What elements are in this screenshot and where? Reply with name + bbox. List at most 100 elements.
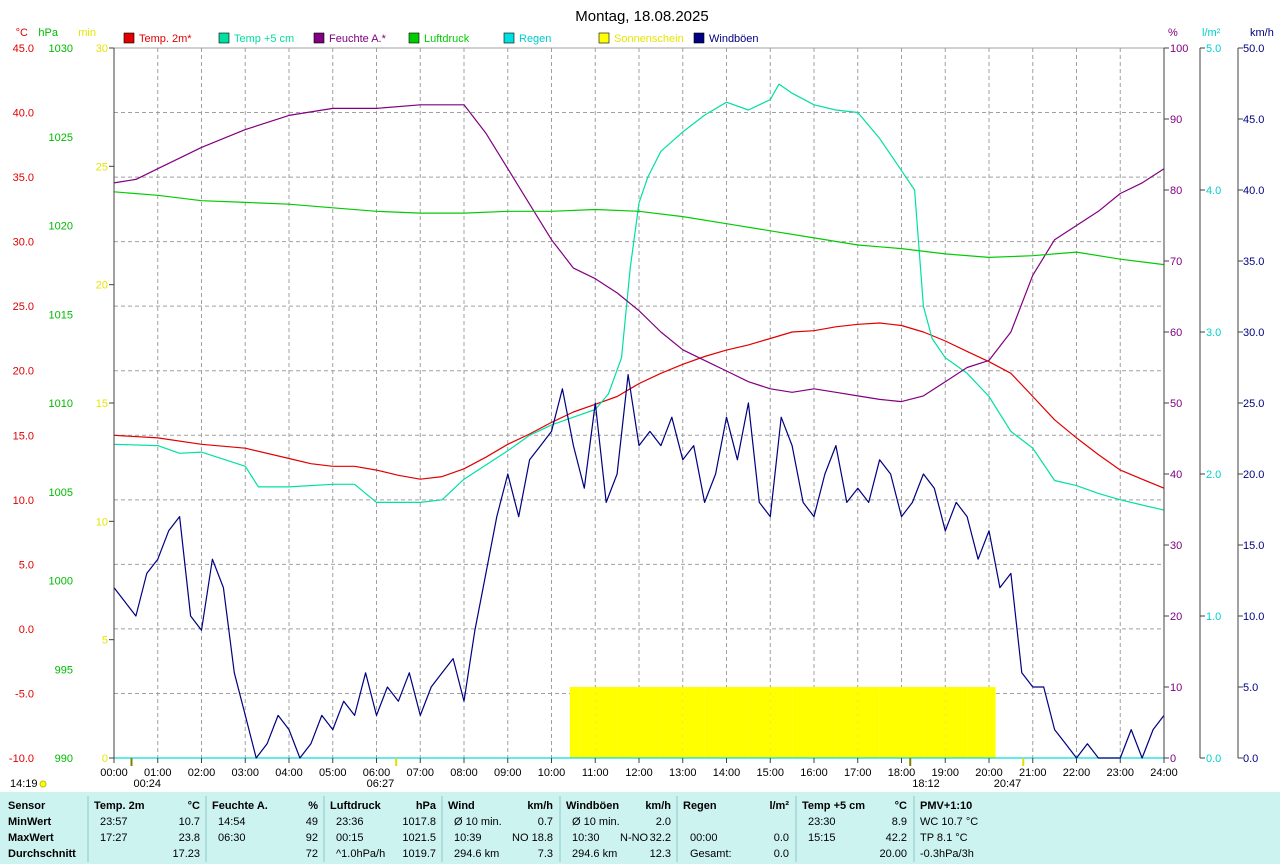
legend-label: Sonnenschein	[614, 33, 684, 45]
sun-duration-label: 14:19	[10, 778, 38, 790]
sunshine-bar	[967, 687, 985, 758]
sunshine-bar	[770, 687, 793, 758]
time-tick-label: 13:00	[669, 767, 697, 779]
stats-cell-value: 92	[306, 832, 318, 844]
stats-header: Temp +5 cm	[802, 800, 865, 812]
sun-tick-label: 30	[96, 43, 108, 55]
sunshine-bar	[639, 687, 661, 758]
stats-cell-value: 10.7	[179, 816, 200, 828]
time-tick-label: 24:00	[1150, 767, 1178, 779]
time-tick-label: 08:00	[450, 767, 478, 779]
legend-item: Sonnenschein	[598, 32, 684, 45]
stats-header: Sensor	[8, 800, 46, 812]
temp-tick-label: 30.0	[13, 237, 34, 249]
time-marker-label: 20:47	[994, 778, 1022, 790]
sunshine-bars	[569, 687, 996, 758]
time-tick-label: 09:00	[494, 767, 522, 779]
time-tick-label: 06:00	[363, 767, 391, 779]
wind-tick-label: 25.0	[1243, 398, 1264, 410]
stats-cell-value: 8.9	[892, 816, 907, 828]
legend-item: Windböen	[693, 32, 759, 45]
temp-tick-label: 5.0	[19, 559, 34, 571]
stats-cell-time: 15:15	[808, 832, 836, 844]
rain-tick-label: 0.0	[1206, 753, 1221, 765]
stats-header-unit: °C	[188, 800, 200, 812]
time-marker-label: 00:24	[134, 778, 162, 790]
stats-header: Wind	[448, 800, 475, 812]
rain-tick-label: 2.0	[1206, 469, 1221, 481]
stats-cell-value: 12.3	[650, 848, 671, 860]
wind-tick-label: 15.0	[1243, 540, 1264, 552]
wind-tick-label: 10.0	[1243, 611, 1264, 623]
time-tick-label: 05:00	[319, 767, 347, 779]
sun-moon-markers: 14:19 00:24 06:27 18:12 20:47	[10, 758, 1025, 790]
sunshine-bar	[569, 687, 581, 758]
stats-row-label: MaxWert	[8, 832, 54, 844]
stats-header: PMV+1:10	[920, 800, 972, 812]
stats-cell-time: 00:15	[336, 832, 364, 844]
wind-tick-label: 5.0	[1243, 682, 1258, 694]
stats-header-unit: %	[308, 800, 318, 812]
time-tick-label: 19:00	[931, 767, 959, 779]
sun-icon	[39, 780, 47, 788]
stats-header: Windböen	[566, 800, 619, 812]
stats-cell-value: 49	[306, 816, 318, 828]
humidity-tick-label: 70	[1170, 256, 1182, 268]
rain-tick-label: 4.0	[1206, 185, 1221, 197]
time-tick-label: 01:00	[144, 767, 172, 779]
stats-row-label: MinWert	[8, 816, 52, 828]
stats-cell-time: 23:36	[336, 816, 364, 828]
stats-cell-value: 1017.8	[402, 816, 436, 828]
stats-cell-time: Ø 10 min.	[572, 816, 620, 828]
sunshine-bar	[835, 687, 858, 758]
stats-cell-value: 0.7	[538, 816, 553, 828]
humidity-tick-label: 0	[1170, 753, 1176, 765]
legend-item: Temp. 2m*	[123, 32, 192, 45]
stats-cell-pmv: -0.3hPa/3h	[920, 848, 974, 860]
legend-swatch	[503, 32, 515, 44]
temp-tick-label: 10.0	[13, 495, 34, 507]
wind-tick-label: 50.0	[1243, 43, 1264, 55]
legend-label: Windböen	[709, 33, 759, 45]
stats-cell-value: 0.0	[774, 848, 789, 860]
stats-header-unit: km/h	[527, 800, 553, 812]
weather-chart: Montag, 18.08.2025 Temp. 2m* Temp +5 cm Fe…	[8, 8, 1274, 790]
stats-cell-time: 294.6 km	[572, 848, 617, 860]
stats-cell-time: 294.6 km	[454, 848, 499, 860]
legend-label: Feuchte A.*	[329, 33, 387, 45]
chart-legend: Temp. 2m* Temp +5 cm Feuchte A.* Luftdruck R…	[123, 32, 759, 45]
pressure-tick-label: 1005	[49, 487, 73, 499]
sunshine-bar	[792, 687, 814, 758]
stats-cell-dir: N-NO	[620, 832, 649, 844]
sunshine-bar	[857, 687, 880, 758]
time-marker-label: 06:27	[367, 778, 395, 790]
pressure-axis-unit: hPa	[38, 27, 58, 39]
stats-cell-time: 23:30	[808, 816, 836, 828]
stats-cell-time: 06:30	[218, 832, 246, 844]
time-tick-label: 04:00	[275, 767, 303, 779]
stats-cell-time: Ø 10 min.	[454, 816, 502, 828]
time-tick-label: 22:00	[1063, 767, 1091, 779]
humidity-tick-label: 60	[1170, 327, 1182, 339]
wind-tick-label: 45.0	[1243, 114, 1264, 126]
wind-tick-label: 35.0	[1243, 256, 1264, 268]
stats-cell-dir: NO 18.8	[512, 832, 553, 844]
stats-cell-time: 00:00	[690, 832, 718, 844]
statistics-table: Sensor Temp. 2m °C Feuchte A.% Luftdruck hPa W…	[0, 792, 1280, 864]
humidity-tick-label: 100	[1170, 43, 1188, 55]
stats-cell-time: 14:54	[218, 816, 246, 828]
time-tick-label: 00:00	[100, 767, 128, 779]
pressure-tick-label: 1030	[49, 43, 73, 55]
pressure-tick-label: 1020	[49, 221, 73, 233]
sunshine-bar	[945, 687, 968, 758]
time-tick-label: 15:00	[756, 767, 784, 779]
stats-header-unit: hPa	[416, 800, 437, 812]
stats-cell-value: 20.00	[879, 848, 907, 860]
humidity-tick-label: 80	[1170, 185, 1182, 197]
sunshine-bar	[901, 687, 924, 758]
temp-tick-label: 25.0	[13, 301, 34, 313]
stats-cell-value: 17.23	[172, 848, 200, 860]
stats-cell-time: 10:39	[454, 832, 482, 844]
temp-tick-label: 35.0	[13, 172, 34, 184]
stats-header: Regen	[683, 800, 717, 812]
